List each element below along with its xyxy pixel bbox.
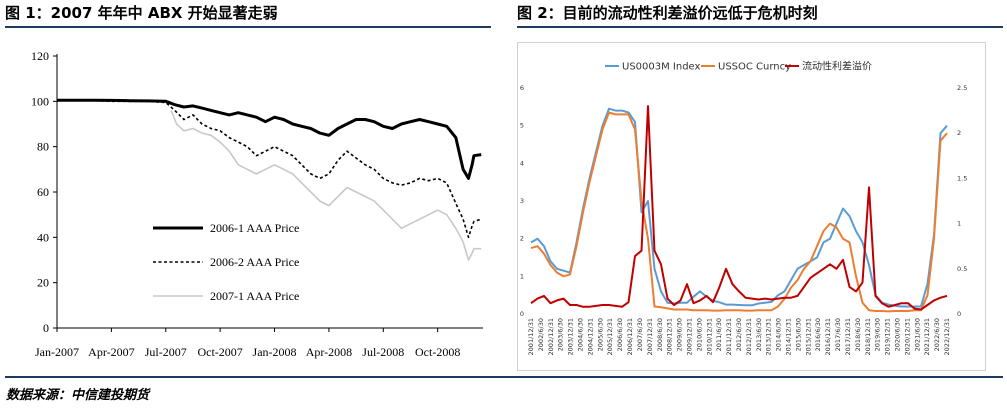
chart2-x-tick-label: 2008/6/30 <box>656 318 664 351</box>
chart2-x-tick-label: 2011/6/30 <box>715 318 723 351</box>
chart1-y-tick-label: 80 <box>37 140 49 154</box>
chart1-series-2 <box>57 99 482 239</box>
chart2-x-tick-label: 2012/6/30 <box>735 318 743 351</box>
chart2-x-tick-label: 2022/6/30 <box>933 318 941 351</box>
chart2-x-tick-label: 2004/6/30 <box>577 318 585 351</box>
chart1-y-tick-label: 20 <box>37 276 49 290</box>
chart1-y-tick-label: 100 <box>31 94 49 108</box>
chart1-y-tick-label: 40 <box>37 230 49 244</box>
chart1-legend-label: 2006-1 AAA Price <box>210 221 299 235</box>
chart2-x-tick-label: 2011/12/31 <box>725 318 733 355</box>
chart1-x-tick-label: Jan-2007 <box>35 345 79 359</box>
chart1-x-tick-label: Jan-2008 <box>253 345 297 359</box>
chart2-x-tick-label: 2009/6/30 <box>676 318 684 351</box>
chart2-left-tick-label: 5 <box>520 122 524 130</box>
chart2-x-tick-label: 2013/12/31 <box>765 318 773 355</box>
chart2-left-tick-label: 1 <box>520 272 524 280</box>
chart2-x-tick-label: 2001/12/31 <box>527 318 535 355</box>
chart2-x-tick-label: 2022/12/31 <box>943 318 951 355</box>
figure-2-title: 图 2：目前的流动性利差溢价远低于危机时刻 <box>517 4 818 22</box>
chart2-x-tick-label: 2016/12/31 <box>824 318 832 355</box>
chart2-x-tick-label: 2005/6/30 <box>596 318 604 351</box>
chart2-left-tick-label: 3 <box>520 197 524 205</box>
chart1-series-lines <box>57 98 482 261</box>
chart2-right-tick-label: 0.5 <box>957 265 967 273</box>
chart2-right-tick-label: 1.5 <box>957 174 967 182</box>
chart2-x-tick-label: 2007/12/31 <box>646 318 654 355</box>
chart2-left-tick-label: 4 <box>520 159 524 167</box>
figure-1-title: 图 1：2007 年年中 ABX 开始显著走弱 <box>5 4 278 22</box>
chart2-x-tick-label: 2013/6/30 <box>755 318 763 351</box>
chart2-series-1 <box>530 107 948 308</box>
chart1-y-tick-label: 60 <box>37 185 49 199</box>
chart2-frame <box>517 42 986 371</box>
chart2-right-tick-label: 2 <box>957 129 961 137</box>
chart2-left-tick-label: 0 <box>520 310 524 318</box>
chart2-right-tick-label: 1 <box>957 220 961 228</box>
chart2-x-tick-label: 2003/12/31 <box>567 318 575 355</box>
chart2-right-tick-label: 2.5 <box>957 84 967 92</box>
chart2-x-tick-label: 2008/12/31 <box>666 318 674 355</box>
chart2-x-tick-label: 2014/12/31 <box>785 318 793 355</box>
figure-2-title-rule <box>517 26 1003 28</box>
chart1-y-tick-label: 0 <box>43 321 49 335</box>
chart2-x-tick-label: 2015/12/31 <box>804 318 812 355</box>
chart2-x-tick-label: 2014/6/30 <box>775 318 783 351</box>
chart2-x-tick-label: 2018/6/30 <box>854 318 862 351</box>
chart2-x-tick-label: 2019/12/31 <box>884 318 892 355</box>
chart2-legend-label: US0003M Index <box>622 62 701 73</box>
chart1-series-3 <box>170 110 482 261</box>
footer-rule <box>5 376 1003 378</box>
abx-price-chart: 0 20 40 60 80 100 120 Jan-2007 Apr-2007 Jul-2007 O… <box>31 49 483 359</box>
chart1-series-1 <box>57 98 482 180</box>
chart2-x-tick-label: 2004/12/31 <box>586 318 594 355</box>
chart2-right-tick-label: 0 <box>957 310 961 318</box>
chart2-x-tick-label: 2021/6/30 <box>913 318 921 351</box>
chart2-x-tick-label: 2006/12/31 <box>626 318 634 355</box>
chart1-tick-labels: 0 20 40 60 80 100 120 Jan-2007 Apr-2007 Jul-2007 O… <box>31 49 460 359</box>
chart1-y-tick-label: 120 <box>31 49 49 63</box>
chart2-x-tick-label: 2003/6/30 <box>557 318 565 351</box>
chart2-x-tick-label: 2019/6/30 <box>874 318 882 351</box>
chart2-x-tick-label: 2010/12/31 <box>705 318 713 355</box>
chart2-x-tick-label: 2009/12/31 <box>686 318 694 355</box>
chart2-x-tick-label: 2016/6/30 <box>814 318 822 351</box>
chart2-x-tick-label: 2010/6/30 <box>695 318 703 351</box>
chart1-x-tick-label: Jul-2007 <box>145 345 187 359</box>
chart2-x-tick-label: 2005/12/31 <box>606 318 614 355</box>
chart2-x-tick-label: 2002/12/31 <box>547 318 555 355</box>
chart1-x-tick-label: Oct-2008 <box>415 345 460 359</box>
chart1-x-tick-label: Apr-2008 <box>306 345 352 359</box>
chart2-x-tick-label: 2017/12/31 <box>844 318 852 355</box>
chart2-x-tick-label: 2018/12/31 <box>864 318 872 355</box>
chart2-legend-label: USSOC Curncy <box>718 62 791 73</box>
chart2-series-2 <box>530 111 948 313</box>
chart2-legend: US0003M Index USSOC Curncy 流动性利差溢价 <box>605 60 872 73</box>
chart2-x-tick-label: 2012/12/31 <box>745 318 753 355</box>
chart2-left-tick-label: 2 <box>520 235 524 243</box>
chart1-legend-label: 2006-2 AAA Price <box>210 255 299 269</box>
chart1-x-tick-label: Oct-2007 <box>197 345 242 359</box>
figure-1-title-rule <box>5 26 491 28</box>
chart1-legend: 2006-1 AAA Price 2006-2 AAA Price 2007-1 A… <box>153 221 299 303</box>
chart2-series-3 <box>530 105 948 311</box>
chart1-x-tick-label: Jul-2008 <box>362 345 404 359</box>
chart1-x-tick-label: Apr-2007 <box>88 345 134 359</box>
chart2-x-tick-label: 2021/12/31 <box>923 318 931 355</box>
chart2-x-tick-label: 2002/6/30 <box>537 318 545 351</box>
chart2-x-tick-label: 2017/6/30 <box>834 318 842 351</box>
chart2-legend-label: 流动性利差溢价 <box>802 60 872 73</box>
chart2-left-tick-label: 6 <box>520 84 524 92</box>
chart2-x-tick-label: 2007/6/30 <box>636 318 644 351</box>
chart2-x-tick-label: 2006/6/30 <box>616 318 624 351</box>
chart1-legend-label: 2007-1 AAA Price <box>210 289 299 303</box>
chart2-series-lines <box>530 105 948 313</box>
chart2-x-tick-label: 2020/12/31 <box>903 318 911 355</box>
chart2-x-tick-label: 2020/6/30 <box>894 318 902 351</box>
chart2-x-tick-label: 2015/6/30 <box>794 318 802 351</box>
data-source: 数据来源：中信建投期货 <box>6 388 150 403</box>
